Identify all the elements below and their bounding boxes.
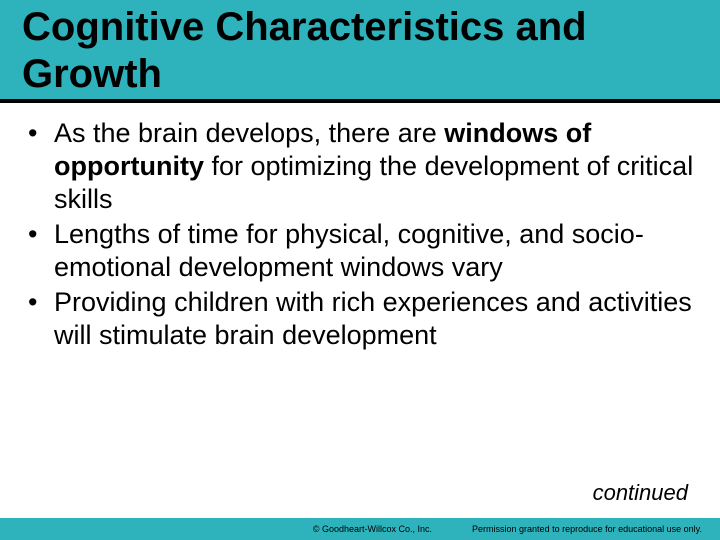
bullet-list: As the brain develops, there are windows… <box>26 117 694 352</box>
bullet-text-pre: Lengths of time for physical, cognitive,… <box>54 219 644 282</box>
list-item: Lengths of time for physical, cognitive,… <box>26 218 694 284</box>
list-item: Providing children with rich experiences… <box>26 286 694 352</box>
footer-permission: Permission granted to reproduce for educ… <box>472 524 702 534</box>
footer-copyright: © Goodheart-Willcox Co., Inc. <box>313 524 432 534</box>
bullet-text-pre: Providing children with rich experiences… <box>54 287 692 350</box>
bullet-text-pre: As the brain develops, there are <box>54 118 444 148</box>
footer-band: © Goodheart-Willcox Co., Inc. Permission… <box>0 518 720 540</box>
header-band: Cognitive Characteristics and Growth <box>0 0 720 103</box>
continued-label: continued <box>593 480 688 506</box>
content-area: As the brain develops, there are windows… <box>0 103 720 352</box>
list-item: As the brain develops, there are windows… <box>26 117 694 216</box>
slide-title: Cognitive Characteristics and Growth <box>22 4 720 98</box>
